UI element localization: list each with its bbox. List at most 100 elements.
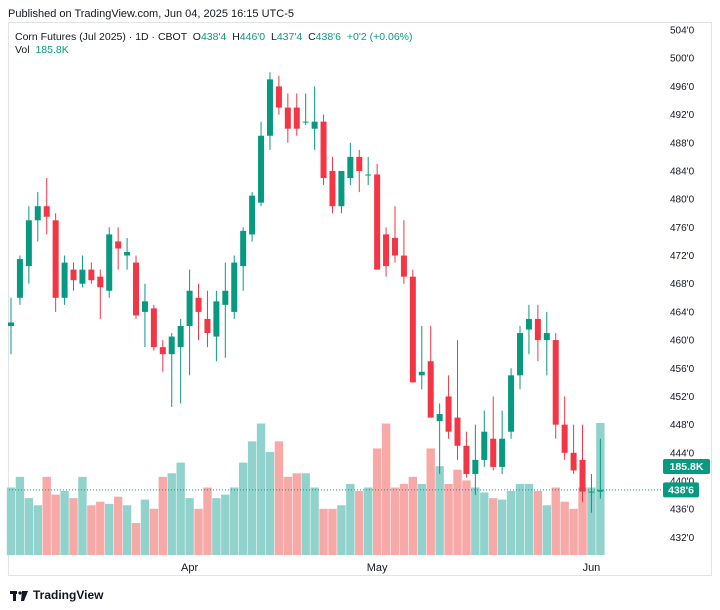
candle[interactable] — [400, 220, 407, 284]
candle-body — [266, 79, 273, 136]
candle[interactable] — [61, 255, 68, 305]
candle[interactable] — [222, 262, 229, 358]
candle-body — [481, 431, 488, 460]
candle[interactable] — [534, 304, 541, 362]
candle-body — [275, 86, 282, 108]
candle-body — [499, 438, 506, 467]
candle[interactable] — [168, 333, 175, 408]
candle-body — [150, 308, 157, 348]
candle[interactable] — [499, 410, 506, 474]
candle-body — [124, 252, 131, 256]
candle[interactable] — [159, 340, 166, 372]
candle[interactable] — [240, 227, 247, 291]
candle[interactable] — [302, 93, 309, 126]
candle[interactable] — [34, 192, 41, 242]
candle[interactable] — [133, 255, 140, 319]
candle-body — [409, 276, 416, 383]
candle[interactable] — [347, 142, 354, 186]
candle[interactable] — [115, 227, 122, 270]
candle[interactable] — [517, 325, 524, 390]
candle[interactable] — [70, 262, 77, 291]
candle-body — [311, 121, 318, 129]
candle[interactable] — [391, 206, 398, 263]
candle-body — [543, 333, 550, 341]
candle[interactable] — [570, 424, 577, 474]
candle[interactable] — [204, 290, 211, 348]
candle[interactable] — [249, 192, 256, 242]
candle[interactable] — [543, 311, 550, 376]
candle[interactable] — [454, 340, 461, 460]
legend-open-label: O — [192, 31, 201, 43]
candle-body — [195, 297, 202, 312]
candle[interactable] — [25, 206, 32, 284]
candle[interactable] — [16, 255, 23, 305]
volume-bar — [301, 473, 310, 555]
candle[interactable] — [472, 424, 479, 496]
candle[interactable] — [293, 93, 300, 136]
footer-brand-name: TradingView — [33, 588, 104, 602]
candle-body — [231, 262, 238, 312]
y-tick-label: 500'0 — [670, 54, 695, 65]
candle[interactable] — [97, 269, 104, 319]
candle[interactable] — [266, 72, 273, 150]
candle[interactable] — [409, 269, 416, 383]
candle[interactable] — [579, 424, 586, 503]
candle[interactable] — [481, 410, 488, 467]
candle[interactable] — [284, 93, 291, 143]
candle[interactable] — [445, 375, 452, 439]
candle[interactable] — [311, 86, 318, 150]
candle[interactable] — [213, 290, 220, 362]
y-tick-label: 440'0 — [670, 477, 695, 488]
volume-bar — [283, 476, 293, 555]
candle[interactable] — [561, 396, 568, 460]
candle-body — [436, 414, 443, 422]
footer-brand[interactable]: TradingView — [10, 588, 103, 602]
candle-body — [508, 375, 515, 432]
candle-body — [445, 396, 452, 432]
candle[interactable] — [552, 333, 559, 439]
candle-body — [338, 170, 345, 207]
volume-bar — [185, 498, 194, 555]
candle[interactable] — [329, 156, 336, 214]
candle[interactable] — [231, 255, 238, 319]
volume-bar — [149, 508, 159, 555]
candle[interactable] — [275, 75, 282, 115]
candle-layer — [8, 72, 604, 513]
candle[interactable] — [338, 170, 345, 214]
legend-open: 438'4 — [200, 31, 227, 43]
candle[interactable] — [525, 304, 532, 355]
candle[interactable] — [177, 318, 184, 404]
candle-body — [240, 230, 247, 267]
candle[interactable] — [436, 403, 443, 474]
candle[interactable] — [52, 213, 59, 312]
candle[interactable] — [124, 237, 131, 270]
candle[interactable] — [150, 304, 157, 351]
candle[interactable] — [141, 283, 148, 348]
candle[interactable] — [195, 283, 202, 341]
candle[interactable] — [106, 227, 113, 298]
candle[interactable] — [597, 438, 604, 499]
candle[interactable] — [383, 227, 390, 277]
candle[interactable] — [88, 262, 95, 284]
candle[interactable] — [427, 325, 434, 418]
candle[interactable] — [79, 255, 86, 288]
candle[interactable] — [374, 163, 381, 270]
candle[interactable] — [356, 149, 363, 193]
candle[interactable] — [490, 396, 497, 471]
candle[interactable] — [508, 368, 515, 439]
volume-bar — [158, 476, 168, 555]
y-tick-label: 452'0 — [670, 392, 695, 403]
candle[interactable] — [365, 156, 372, 186]
candle[interactable] — [258, 121, 265, 207]
candle[interactable] — [8, 297, 14, 355]
candle[interactable] — [418, 325, 425, 390]
volume-bar — [506, 491, 516, 555]
candle[interactable] — [186, 269, 193, 376]
volume-bar — [42, 476, 51, 555]
candle[interactable] — [463, 431, 470, 478]
candle[interactable] — [43, 178, 50, 235]
candle[interactable] — [588, 473, 595, 513]
candle[interactable] — [320, 114, 327, 186]
candle-body — [213, 301, 220, 337]
